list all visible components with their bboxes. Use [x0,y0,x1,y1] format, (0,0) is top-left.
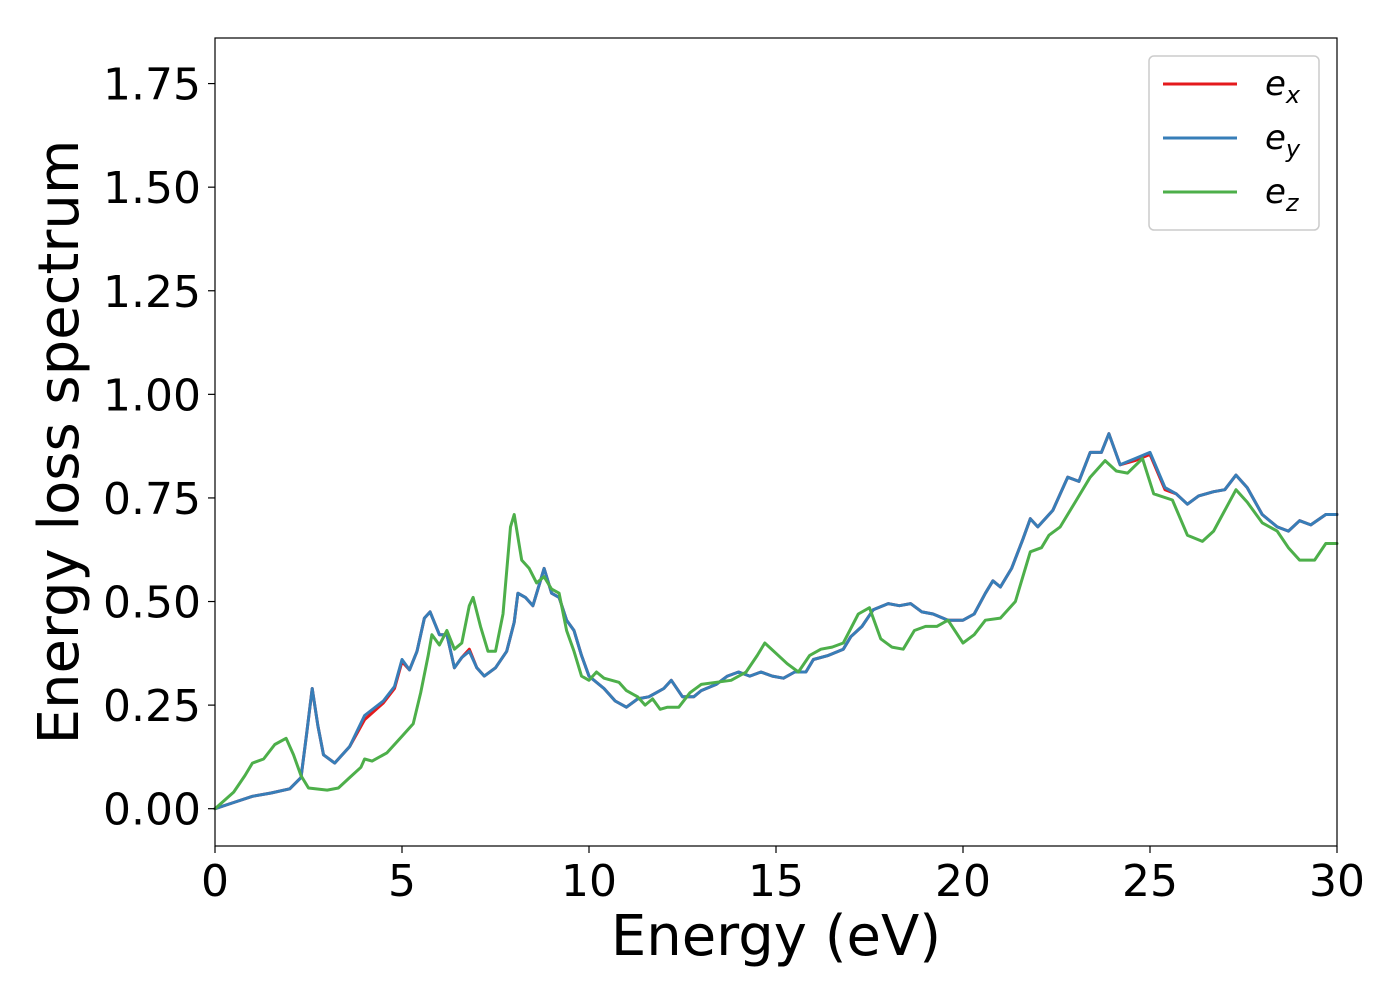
y-tick-label: 0.75 [103,474,201,525]
x-axis-title: Energy (eV) [611,904,941,969]
x-tick-label: 20 [935,856,991,907]
x-tick-label: 10 [561,856,617,907]
legend-label-y: ey [1265,118,1301,163]
y-tick-label: 0.50 [103,578,201,629]
x-tick-label: 0 [201,856,229,907]
x-tick-label: 5 [388,856,416,907]
y-tick-label: 1.50 [103,163,201,214]
y-tick-label: 1.25 [103,267,201,318]
y-tick-label: 0.00 [103,785,201,836]
y-axis-title: Energy loss spectrum [27,140,92,745]
legend-frame [1148,55,1320,231]
series-layer [213,432,1339,811]
x-tick-label: 15 [748,856,804,907]
y-tick-label: 1.00 [103,370,201,421]
x-tick-label: 30 [1309,856,1365,907]
y-tick-label: 1.75 [103,60,201,111]
x-axis: 0 5 10 15 20 25 30 [201,846,1365,907]
y-axis: 0.00 0.25 0.50 0.75 1.00 1.25 1.50 1.75 [103,60,215,836]
y-tick-label: 0.25 [103,681,201,732]
x-tick-label: 25 [1122,856,1178,907]
series-line-e-z [213,457,1339,811]
